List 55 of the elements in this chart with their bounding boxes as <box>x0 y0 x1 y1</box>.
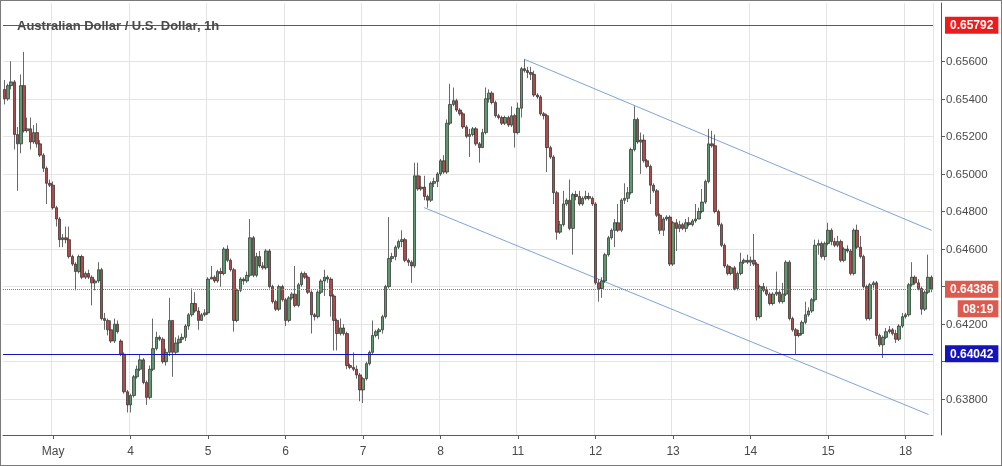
x-tick-label: 5 <box>204 444 212 458</box>
x-tick-label: 18 <box>898 444 913 458</box>
candlestick <box>545 113 549 173</box>
x-tick-label: 15 <box>821 444 836 458</box>
candlestick <box>113 318 116 344</box>
candlestick <box>662 216 665 237</box>
candlestick <box>768 291 772 306</box>
candlestick <box>29 117 32 150</box>
candlestick <box>839 239 843 263</box>
x-tick-label: 8 <box>437 444 445 458</box>
y-tick-label: 0.64600 <box>946 243 988 256</box>
candlestick <box>733 265 736 291</box>
ref-line-label: 0.65792 <box>950 18 994 33</box>
y-tick-label: 0.64200 <box>946 318 988 331</box>
candlestick <box>532 70 536 98</box>
y-tick-label: 0.65000 <box>946 167 988 180</box>
candlestick <box>578 190 581 207</box>
candlestick <box>161 336 165 364</box>
candlestick <box>681 222 684 231</box>
candlestick <box>746 254 749 265</box>
x-tick-label: 13 <box>666 444 681 458</box>
candlestick <box>684 218 688 233</box>
x-tick-label: 14 <box>743 444 758 458</box>
candlestick <box>500 115 504 126</box>
x-tick-label: 11 <box>511 444 525 458</box>
candlestick <box>80 254 84 280</box>
candlestick <box>216 269 219 284</box>
candlestick <box>820 241 823 259</box>
candlestick <box>852 228 856 276</box>
y-tick-label: 0.64800 <box>946 205 988 218</box>
y-tick-label: 0.65600 <box>946 55 988 68</box>
candlestick <box>109 320 113 344</box>
x-tick-label: 6 <box>282 444 290 458</box>
x-tick-label: 12 <box>588 444 603 458</box>
text: 08:19 <box>962 302 994 317</box>
ref-line-label: 0.64042 <box>950 346 994 361</box>
candlestick <box>503 115 507 126</box>
candlestick <box>539 94 542 117</box>
x-tick-label: 4 <box>127 444 135 458</box>
candlestick <box>177 335 181 353</box>
candlestick <box>323 269 326 297</box>
candlestick <box>293 265 297 308</box>
candlestick <box>468 128 471 158</box>
y-tick-label: 0.65400 <box>946 92 988 105</box>
candlestick <box>394 244 397 261</box>
candlestick <box>287 295 291 323</box>
ref-line-label: 0.64386 <box>950 282 994 297</box>
candlestick <box>868 282 872 321</box>
y-tick-label: 0.63800 <box>946 393 988 406</box>
candlestick <box>694 203 697 224</box>
candlestick <box>3 79 6 105</box>
y-tick-label: 0.65200 <box>946 130 988 143</box>
x-tick-label: 7 <box>359 444 367 458</box>
candlestick <box>277 284 281 312</box>
x-tick-label: May <box>41 444 65 458</box>
